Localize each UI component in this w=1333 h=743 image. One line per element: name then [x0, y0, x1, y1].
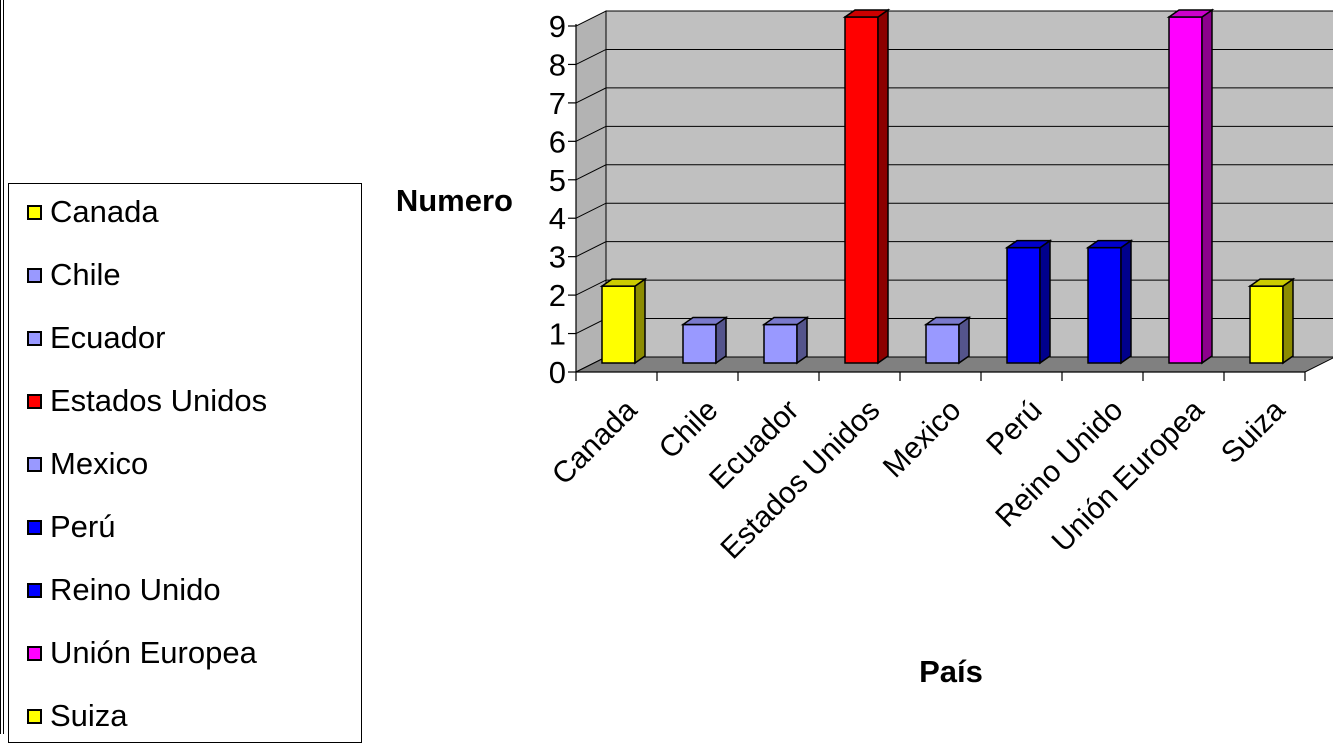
y-tick-label: 5 [549, 163, 566, 198]
back-wall [605, 10, 1333, 358]
bar-canada [599, 277, 648, 365]
bar-side [1120, 239, 1132, 365]
bar-front [1168, 16, 1203, 364]
bar-top [1166, 9, 1215, 18]
legend-label: Chile [50, 257, 121, 292]
bar-suiza [1247, 277, 1296, 365]
legend: Canada Chile Ecuador Estados Unidos Mexico Pe… [8, 183, 362, 743]
bar-side [1039, 239, 1051, 365]
legend-swatch [27, 708, 42, 724]
legend-entry: Ecuador [27, 318, 165, 358]
x-tick-label: Chile [653, 394, 725, 466]
legend-entry: Estados Unidos [27, 381, 267, 421]
bar-front [1006, 246, 1041, 364]
legend-swatch [27, 519, 42, 535]
bars [599, 8, 1296, 365]
x-axis-title: País [919, 654, 983, 689]
legend-entry: Mexico [27, 444, 148, 484]
bar-front [925, 323, 960, 364]
y-tick-label: 3 [549, 240, 566, 275]
bar-side [634, 277, 646, 365]
y-tick-label: 4 [549, 201, 566, 236]
legend-label: Estados Unidos [50, 383, 268, 418]
axes [568, 24, 1306, 381]
bar-top [842, 9, 891, 18]
bar-mexico [923, 316, 972, 365]
legend-swatch [27, 204, 42, 220]
y-tick-label: 1 [549, 317, 566, 352]
legend-label: Canada [50, 194, 159, 229]
legend-entry: Reino Unido [27, 570, 221, 610]
bar-top [923, 316, 972, 326]
y-tick-label: 9 [549, 9, 566, 44]
x-tick-label: Suiza [1215, 393, 1292, 470]
y-tick-labels: 01 23 45 67 89 [549, 9, 566, 390]
legend-swatch [27, 645, 42, 661]
bar-front [1249, 285, 1284, 364]
bar-front [682, 323, 717, 364]
bar-side [1201, 8, 1213, 365]
y-tick-label: 2 [549, 278, 566, 313]
bar-reino-unido [1085, 239, 1134, 365]
legend-swatch [27, 582, 42, 598]
bar-front [1087, 246, 1122, 364]
legend-entry: Perú [27, 507, 115, 547]
gridline [575, 202, 1333, 219]
bar-unión-europea [1166, 8, 1215, 365]
legend-label: Reino Unido [50, 572, 221, 607]
legend-label: Perú [50, 509, 116, 544]
bar-side [1282, 277, 1294, 365]
legend-swatch [27, 267, 42, 283]
legend-label: Suiza [50, 698, 128, 733]
y-tick-label: 0 [549, 355, 566, 390]
legend-swatch [27, 393, 42, 409]
gridline [575, 48, 1333, 65]
legend-entry: Canada [27, 192, 159, 232]
bar-top [761, 316, 810, 326]
bar-side [877, 8, 889, 365]
gridline [575, 87, 1333, 104]
legend-swatch [27, 330, 42, 346]
x-tick-label: Mexico [877, 394, 968, 485]
legend-entry: Chile [27, 255, 121, 295]
bar-top [680, 316, 729, 326]
y-tick-label: 6 [549, 124, 566, 159]
y-tick-label: 7 [549, 86, 566, 121]
bar-front [601, 285, 636, 364]
gridline [575, 164, 1333, 181]
legend-entry: Unión Europea [27, 633, 257, 673]
bar-front [844, 16, 879, 364]
gridline [575, 241, 1333, 258]
legend-entry: Suiza [27, 696, 128, 736]
y-axis-title: Numero [396, 183, 513, 218]
bar-top [1247, 278, 1296, 287]
window-frame-edge [0, 0, 4, 734]
legend-swatch [27, 456, 42, 472]
bar-ecuador [761, 316, 810, 365]
bar-front [763, 323, 798, 364]
bar-perú [1004, 239, 1053, 365]
bar-chile [680, 316, 729, 365]
bar-top [599, 278, 648, 287]
legend-label: Mexico [50, 446, 149, 481]
gridline [575, 125, 1333, 142]
bar-top [1004, 239, 1053, 249]
x-tick-label: Perú [980, 394, 1048, 462]
legend-label: Unión Europea [50, 635, 257, 670]
legend-label: Ecuador [50, 320, 166, 355]
y-tick-label: 8 [549, 47, 566, 82]
bar-top [1085, 239, 1134, 249]
bar-estados-unidos [842, 8, 891, 365]
x-tick-label: Canada [546, 393, 644, 491]
